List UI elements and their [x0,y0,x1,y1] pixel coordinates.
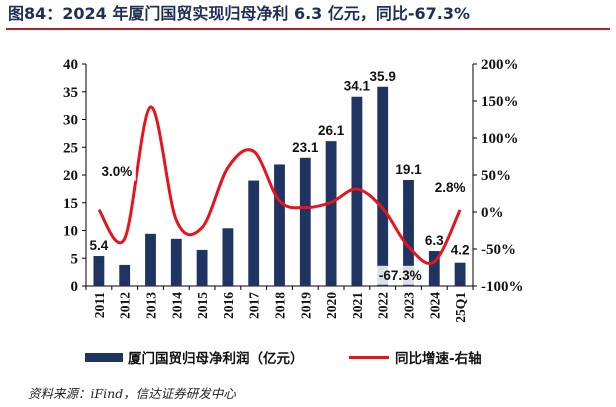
line-label-bg [373,265,428,285]
bar-data-label: 6.3 [425,233,444,248]
right-tick-label: 50% [481,168,511,184]
line-data-label: -67.3% [379,268,422,283]
chart: 0 5 10 15 20 25 30 35 40 -100% -50% 0% 50% 100% 150% 20… [63,57,524,367]
legend-swatch-bar [85,353,123,362]
x-tick-label: 2020 [324,292,339,319]
bar [454,262,466,286]
x-tick-label: 2021 [350,292,365,319]
left-tick-label: 10 [63,224,78,240]
bar [170,238,182,286]
right-tick-label: 0% [481,205,504,221]
line-data-label: 3.0% [102,164,133,179]
line-label-bg [97,161,136,181]
line-series [97,105,462,265]
left-tick-label: 40 [63,57,78,73]
x-tick-label: 2024 [427,292,442,319]
legend-label-line: 同比增速-右轴 [395,350,482,367]
legend: 厦门国贸归母净利润（亿元） 同比增速-右轴 [85,350,482,367]
bar [403,179,414,286]
left-tick-label: 0 [71,279,79,295]
left-tick-label: 5 [71,251,79,267]
x-tick-label: 2012 [118,292,133,319]
bar-data-label: 23.1 [292,140,319,155]
right-tick-label: -100% [481,279,524,295]
bar [274,164,285,286]
bar-series [93,86,466,287]
x-tick-label: 2016 [221,292,236,319]
x-tick-label: 2011 [92,292,107,319]
bar [145,233,156,286]
bar [351,96,363,287]
x-tick-label: 2015 [195,292,210,319]
line-label-bg [431,177,470,197]
left-tick-label: 15 [63,196,78,212]
line-data-label: 2.8% [435,180,466,195]
bar [222,228,234,286]
x-tick-label: 2022 [376,292,391,319]
bar-data-label: 5.4 [90,238,109,253]
bar [248,180,260,286]
bar [428,251,440,286]
x-tick-label: 2019 [298,292,313,319]
bar [325,141,337,286]
bar-data-label: 19.1 [395,162,422,177]
bar [93,256,105,286]
title-divider [6,28,610,30]
x-tick-label: 2023 [402,292,417,319]
bar [299,157,311,286]
bar-data-label: 26.1 [318,123,345,138]
source-note: 资料来源：iFind，信达证券研发中心 [28,386,236,401]
legend-label-bar: 厦门国贸归母净利润（亿元） [128,350,304,367]
x-tick-label: 2018 [273,292,288,319]
x-tick-label: 2013 [144,292,159,319]
left-tick-label: 30 [63,113,78,129]
bar [119,264,131,286]
bar-data-label: 34.1 [344,79,371,94]
right-tick-label: 200% [481,57,519,73]
left-tick-label: 25 [63,140,78,156]
bar-data-label: 35.9 [370,69,396,84]
left-tick-label: 20 [63,168,78,184]
axes: 0 5 10 15 20 25 30 35 40 -100% -50% 0% 50% 100% 150% 20… [63,57,524,323]
bar [377,86,389,286]
right-tick-label: -50% [481,242,516,258]
x-tick-label: 2017 [247,292,262,319]
bar [196,249,208,286]
x-tick-label: 25Q1 [453,292,468,323]
data-labels: 5.4 23.1 26.1 34.135.9 19.1 6.3 4.2 3.0% -67.3% 2… [90,69,470,285]
right-tick-label: 150% [481,94,519,110]
left-tick-label: 35 [63,85,78,101]
x-tick-label: 2014 [169,292,184,319]
figure-title: 图84：2024 年厦门国贸实现归母净利 6.3 亿元，同比-67.3% [8,4,471,23]
right-tick-label: 100% [481,131,519,147]
bar-data-label: 4.2 [451,243,470,258]
